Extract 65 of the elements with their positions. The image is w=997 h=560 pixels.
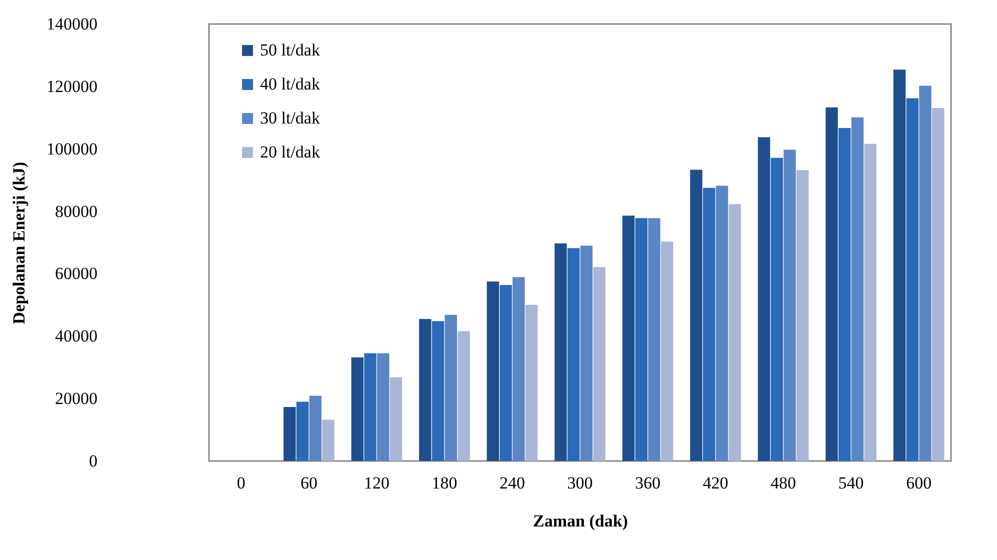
bar <box>826 107 838 461</box>
legend-label: 40 lt/dak <box>260 74 320 94</box>
bar <box>893 70 906 461</box>
y-tick-label: 60000 <box>55 264 98 284</box>
bar <box>758 137 770 461</box>
y-tick-label: 80000 <box>55 202 98 221</box>
x-axis-title: Zaman (dak) <box>533 512 628 530</box>
bar <box>622 216 635 461</box>
y-tick-label: 0 <box>89 452 98 470</box>
bar <box>444 314 458 461</box>
bar <box>486 282 500 461</box>
bar <box>377 353 390 461</box>
y-tick-label: 20000 <box>55 389 98 408</box>
x-tick-label: 540 <box>838 474 864 492</box>
bar <box>419 318 432 461</box>
bar <box>864 144 876 461</box>
legend-label: 50 lt/dak <box>260 40 320 60</box>
x-tick-label: 0 <box>236 474 246 492</box>
x-tick-label: 300 <box>567 474 593 492</box>
bar <box>500 284 512 461</box>
y-tick-label: 140000 <box>46 14 98 34</box>
bar <box>851 117 864 461</box>
bar <box>932 108 944 461</box>
bar <box>838 128 851 461</box>
bar <box>432 321 444 461</box>
y-tick-label: 100000 <box>46 139 98 158</box>
bar <box>322 420 334 461</box>
bar <box>660 242 674 461</box>
y-axis-title: Depolanan Enerji (kJ) <box>10 162 28 324</box>
x-tick-label: 420 <box>702 474 728 492</box>
bar <box>390 377 402 461</box>
bar <box>567 248 580 461</box>
bar <box>690 170 702 461</box>
bar <box>593 267 606 461</box>
x-tick-label: 240 <box>499 474 525 492</box>
bar <box>525 304 538 461</box>
bar <box>296 402 309 461</box>
x-tick-label: 60 <box>300 474 318 492</box>
x-tick-label: 360 <box>635 474 661 492</box>
bar <box>284 407 296 461</box>
bar <box>702 188 716 461</box>
y-tick-label: 120000 <box>46 76 98 96</box>
bar <box>796 170 809 461</box>
x-tick-label: 180 <box>432 474 458 492</box>
bar <box>906 98 918 461</box>
bar <box>580 246 593 461</box>
bar <box>648 218 660 461</box>
bar <box>512 277 525 461</box>
x-tick-label: 480 <box>770 474 796 492</box>
legend-label: 30 lt/dak <box>260 108 320 128</box>
bar <box>635 218 648 461</box>
bar <box>728 204 741 461</box>
bar <box>364 353 376 461</box>
bar <box>770 158 783 461</box>
bar <box>784 150 796 461</box>
bar <box>309 396 322 461</box>
bar <box>554 243 567 461</box>
bar <box>716 186 728 461</box>
y-tick-label: 40000 <box>55 326 98 346</box>
legend-label: 20 lt/dak <box>260 142 320 162</box>
bar <box>351 357 364 461</box>
bar <box>919 86 932 461</box>
x-tick-label: 120 <box>364 474 390 492</box>
bar <box>458 331 470 461</box>
x-tick-label: 600 <box>906 474 932 492</box>
